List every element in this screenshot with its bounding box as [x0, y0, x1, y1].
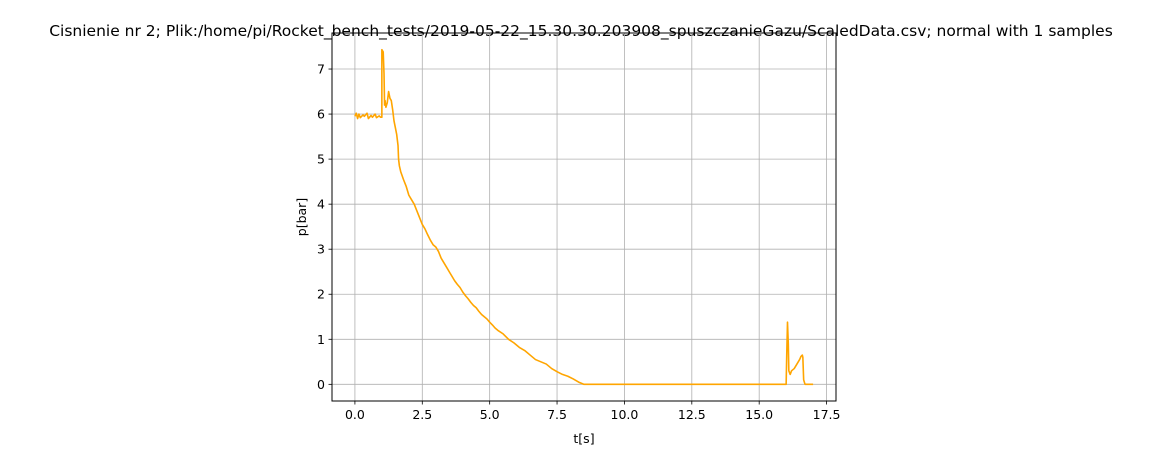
- y-tick-label: 1: [317, 332, 325, 347]
- y-tick-label: 6: [317, 107, 325, 122]
- y-tick-label: 4: [317, 197, 325, 212]
- y-tick-label: 0: [317, 377, 325, 392]
- y-tick-label: 2: [317, 287, 325, 302]
- x-tick-label: 12.5: [678, 407, 706, 422]
- chart-title: Cisnienie nr 2; Plik:/home/pi/Rocket_ben…: [49, 22, 1113, 41]
- y-axis-label: p[bar]: [294, 198, 309, 236]
- x-tick-label: 5.0: [480, 407, 500, 422]
- x-axis: 0.0 2.5 5.0 7.5 10.0 12.5 15.0 17.5: [345, 401, 841, 422]
- y-tick-label: 3: [317, 242, 325, 257]
- y-axis: 0 1 2 3 4 5 6 7: [317, 62, 332, 392]
- x-tick-label: 2.5: [412, 407, 432, 422]
- plot-frame: [331, 32, 837, 402]
- y-tick-label: 7: [317, 62, 325, 77]
- x-axis-label: t[s]: [573, 431, 594, 446]
- x-tick-label: 7.5: [547, 407, 567, 422]
- x-tick-label: 17.5: [813, 407, 841, 422]
- x-tick-label: 0.0: [345, 407, 365, 422]
- x-tick-label: 10.0: [611, 407, 639, 422]
- y-tick-label: 5: [317, 152, 325, 167]
- grid: [332, 33, 836, 401]
- series-line: [354, 48, 814, 386]
- series-layer: [354, 48, 814, 386]
- x-tick-label: 15.0: [745, 407, 773, 422]
